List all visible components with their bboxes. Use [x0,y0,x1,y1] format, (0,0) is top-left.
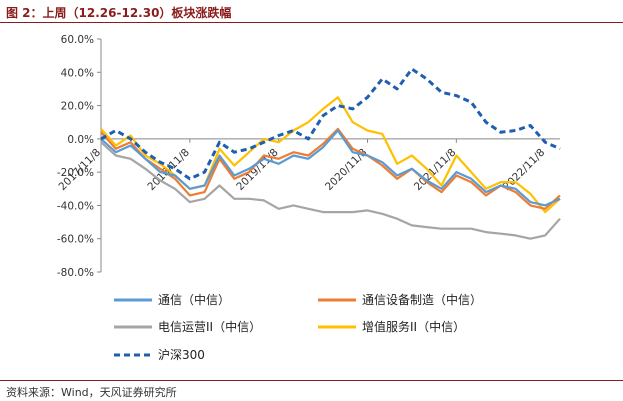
legend-label: 通信（中信） [158,292,230,307]
y-tick-label: 0.0% [67,134,94,146]
series-line-3 [100,96,561,214]
title-rule [0,22,623,23]
series-line-4 [100,67,561,181]
series-line-0 [100,129,561,207]
y-tick-label: -40.0% [57,200,94,212]
y-tick-label: 20.0% [61,101,94,113]
legend-label: 电信运营II（中信） [158,319,261,334]
y-tick-label: 60.0% [61,34,94,46]
chart-legend: 通信（中信） 通信设备制造（中信） 电信运营II（中信） 增值服务II（中信） 沪深30… [114,292,482,362]
y-tick-label: 40.0% [61,67,94,79]
source-note: 资料来源：Wind，天风证券研究所 [6,386,177,399]
y-tick-label: -20.0% [57,167,94,179]
series-line-2 [100,141,561,240]
figure-title: 图 2：上周（12.26-12.30）板块涨跌幅 [6,6,232,20]
legend-label: 沪深300 [158,348,205,362]
y-tick-label: -80.0% [57,267,94,279]
chart-series [100,67,561,240]
legend-label: 通信设备制造（中信） [362,292,482,307]
series-line-1 [100,127,561,210]
legend-label: 增值服务II（中信） [362,319,465,334]
line-chart: 60.0% 40.0% 20.0% 0.0% -20.0% -40.0% -60.0% -80… [57,34,561,362]
x-tick-label: 2019/11/8 [234,146,281,193]
source-rule [0,380,623,381]
y-tick-label: -60.0% [57,234,94,246]
